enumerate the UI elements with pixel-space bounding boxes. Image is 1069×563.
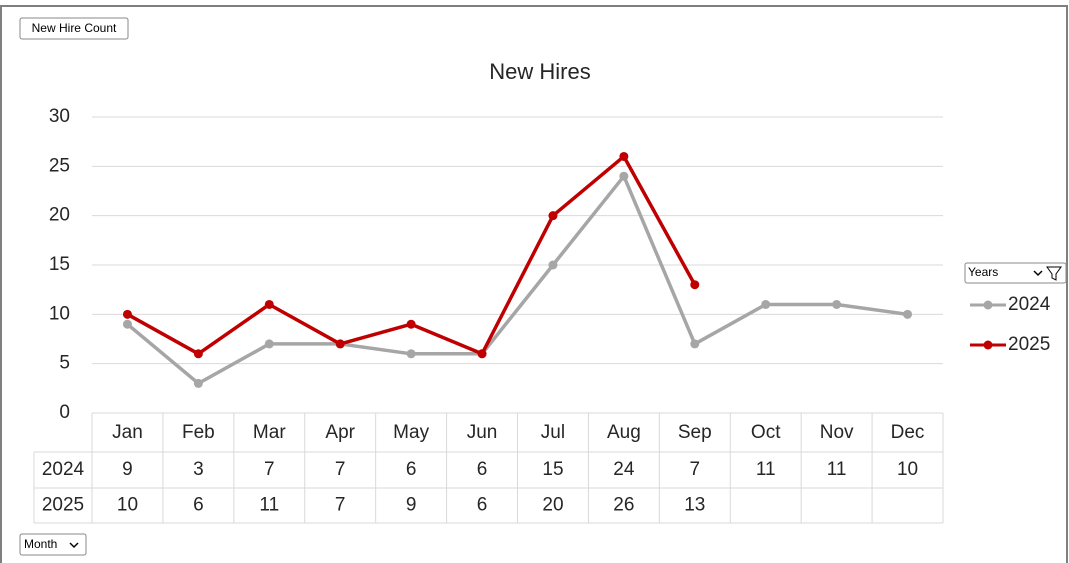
table-value: 10	[117, 495, 138, 516]
x-tick-label: May	[393, 422, 429, 443]
table-value: 7	[690, 459, 701, 480]
data-point	[690, 339, 700, 349]
table-value: 7	[335, 495, 346, 516]
data-point	[548, 260, 558, 270]
legend-label: 2025	[1008, 334, 1050, 355]
x-tick-label: Apr	[325, 422, 355, 443]
table-series-name: 2025	[42, 495, 84, 516]
table-value: 24	[613, 459, 635, 480]
data-point	[832, 299, 842, 309]
x-tick-label: Aug	[607, 422, 641, 443]
x-tick-label: Dec	[891, 422, 925, 443]
table-value: 11	[756, 459, 776, 480]
table-value: 13	[684, 495, 705, 516]
data-point	[335, 339, 345, 349]
button-frame	[19, 533, 87, 556]
table-value: 9	[122, 459, 133, 480]
table-value: 9	[406, 495, 417, 516]
x-tick-label: Sep	[678, 422, 712, 443]
y-tick-label: 25	[49, 155, 70, 176]
value-field-button[interactable]: New Hire Count	[19, 17, 129, 40]
table-value: 7	[264, 459, 275, 480]
data-point	[761, 299, 771, 309]
button-frame	[964, 262, 1067, 284]
x-tick-label: Jun	[467, 422, 498, 443]
x-tick-label: Oct	[751, 422, 781, 443]
y-tick-label: 10	[49, 303, 70, 324]
x-tick-label: Mar	[253, 422, 286, 443]
y-tick-label: 0	[59, 402, 70, 423]
table-value: 6	[193, 495, 204, 516]
axis-field-button[interactable]: Month	[19, 533, 87, 556]
legend-marker	[983, 340, 993, 350]
x-tick-label: Jan	[112, 422, 143, 443]
chart-border	[0, 5, 1068, 563]
data-point	[193, 378, 203, 388]
table-value: 6	[477, 459, 488, 480]
dropdown-arrow	[69, 542, 79, 549]
data-point	[406, 349, 416, 359]
x-tick-label: Jul	[541, 422, 565, 443]
data-point	[619, 151, 629, 161]
series-line	[126, 174, 908, 386]
data-point	[264, 339, 274, 349]
y-tick-label: 5	[59, 353, 70, 374]
table-value: 11	[827, 459, 847, 480]
x-tick-label: Feb	[182, 422, 215, 443]
table-value: 3	[193, 459, 204, 480]
y-tick-label: 30	[49, 106, 70, 127]
table-value: 15	[542, 459, 563, 480]
data-point	[619, 171, 629, 181]
button-frame	[19, 17, 129, 40]
legend-marker	[983, 300, 993, 310]
table-value: 20	[542, 495, 563, 516]
table-series-name: 2024	[42, 459, 85, 480]
button-label: Years	[968, 265, 998, 279]
table-value: 11	[259, 495, 279, 516]
legend-field-button[interactable]: Years	[964, 262, 1067, 284]
data-point	[122, 319, 132, 329]
y-tick-label: 20	[49, 205, 70, 226]
table-value: 6	[406, 459, 417, 480]
dropdown-arrow	[1033, 270, 1043, 277]
table-value: 10	[897, 459, 918, 480]
x-tick-label: Nov	[820, 422, 854, 443]
button-label: Month	[24, 537, 57, 551]
chart-title: New Hires	[489, 59, 590, 84]
data-point	[406, 319, 416, 329]
data-point	[264, 299, 274, 309]
data-point	[903, 309, 913, 319]
table-value: 6	[477, 495, 488, 516]
button-label: New Hire Count	[32, 21, 117, 35]
table-value: 7	[335, 459, 346, 480]
data-point	[548, 211, 558, 221]
filter-icon	[1046, 266, 1062, 281]
y-tick-label: 15	[49, 254, 70, 275]
data-point	[193, 349, 203, 359]
data-point	[477, 349, 487, 359]
data-point	[122, 309, 132, 319]
legend-label: 2024	[1008, 294, 1051, 315]
table-value: 26	[613, 495, 634, 516]
data-point	[690, 280, 700, 290]
